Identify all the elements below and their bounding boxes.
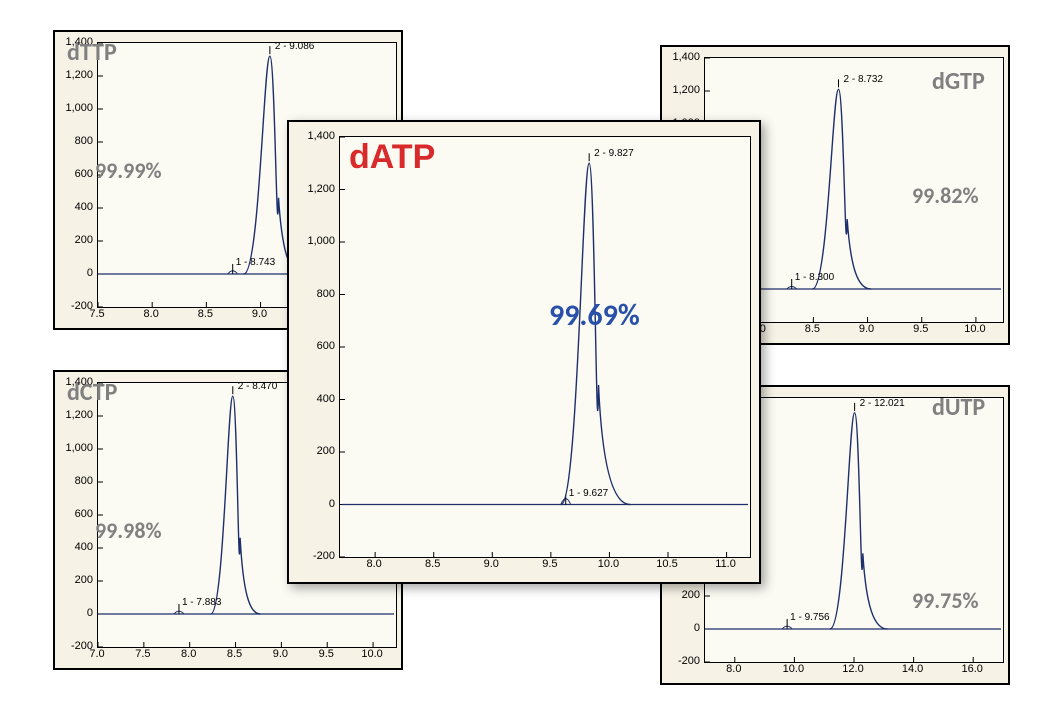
compound-name: dTTP — [67, 38, 117, 67]
panel-datp: -200 0 200 400 600 800 1,000 1,200 1,400 8.0 8.5 9.… — [287, 120, 761, 584]
peak-label: 1 - 8.300 — [795, 272, 834, 283]
peak-label: 2 - 8.732 — [844, 74, 883, 85]
peak-trace — [830, 413, 887, 629]
x-tick-label: 8.5 — [805, 321, 820, 335]
plot-area: -20002004006008001,0001,2001,4008.08.59.… — [339, 136, 749, 556]
y-tick-label: 800 — [75, 475, 97, 487]
y-tick-label: 0 — [87, 607, 97, 619]
peak-trace — [812, 89, 871, 289]
peak-label: 2 - 9.086 — [275, 41, 314, 52]
y-tick-label: 1,200 — [65, 409, 97, 421]
y-tick-label: 1,000 — [307, 235, 339, 247]
x-tick-label: 8.0 — [726, 661, 741, 675]
y-tick-label: 400 — [75, 201, 97, 213]
x-tick-label: 16.0 — [961, 661, 982, 675]
y-tick-label: 600 — [75, 508, 97, 520]
x-tick-label: 10.0 — [783, 661, 804, 675]
x-tick-label: 11.0 — [715, 556, 736, 570]
x-tick-label: 14.0 — [902, 661, 923, 675]
purity-percent: 99.69% — [549, 297, 640, 334]
y-tick-label: 1,000 — [65, 102, 97, 114]
purity-percent: 99.75% — [912, 587, 979, 614]
y-tick-label: 600 — [317, 340, 339, 352]
y-tick-label: 600 — [75, 168, 97, 180]
y-tick-label: 800 — [317, 288, 339, 300]
peak-label: 2 - 8.470 — [238, 381, 277, 392]
x-tick-label: 8.0 — [366, 556, 381, 570]
x-tick-label: 7.0 — [89, 646, 104, 660]
y-tick-label: 200 — [75, 234, 97, 246]
x-tick-label: 9.5 — [913, 321, 928, 335]
x-tick-label: 8.5 — [198, 306, 213, 320]
y-tick-label: 200 — [75, 574, 97, 586]
x-tick-label: 8.5 — [227, 646, 242, 660]
y-tick-label: 1,400 — [307, 130, 339, 142]
x-tick-label: 9.0 — [252, 306, 267, 320]
y-tick-label: 800 — [75, 135, 97, 147]
x-tick-label: 10.0 — [598, 556, 619, 570]
peak-trace — [211, 396, 261, 614]
x-tick-label: 9.0 — [484, 556, 499, 570]
peak-label: 1 - 8.743 — [236, 257, 275, 268]
x-tick-label: 8.0 — [144, 306, 159, 320]
x-tick-label: 12.0 — [842, 661, 863, 675]
y-tick-label: 0 — [87, 267, 97, 279]
peak-label: 1 - 7.883 — [182, 597, 221, 608]
x-tick-label: 9.0 — [273, 646, 288, 660]
x-tick-label: 10.0 — [964, 321, 985, 335]
x-tick-label: 8.0 — [181, 646, 196, 660]
y-tick-label: 1,400 — [672, 51, 704, 63]
chromatogram-svg — [339, 136, 751, 558]
y-tick-label: 400 — [317, 393, 339, 405]
x-tick-label: 8.5 — [425, 556, 440, 570]
purity-percent: 99.98% — [95, 517, 162, 544]
x-tick-label: 7.5 — [89, 306, 104, 320]
compound-name: dUTP — [932, 393, 985, 422]
compound-name: dGTP — [932, 67, 985, 96]
peak-label: 2 - 12.021 — [860, 398, 905, 409]
y-tick-label: 0 — [694, 622, 704, 634]
x-tick-label: 9.0 — [859, 321, 874, 335]
y-tick-label: 1,200 — [307, 183, 339, 195]
compound-name: dATP — [349, 138, 435, 177]
y-tick-label: 1,200 — [672, 84, 704, 96]
peak-label: 1 - 9.627 — [569, 488, 608, 499]
x-tick-label: 9.5 — [542, 556, 557, 570]
x-tick-label: 9.5 — [319, 646, 334, 660]
y-tick-label: -200 — [313, 550, 339, 562]
y-tick-label: 0 — [329, 498, 339, 510]
purity-percent: 99.99% — [95, 157, 162, 184]
x-tick-label: 10.0 — [361, 646, 382, 660]
y-tick-label: 200 — [682, 589, 704, 601]
y-tick-label: -200 — [678, 655, 704, 667]
figure-stage: -200 0 200 400 600 800 1,000 1,200 1,400 7.5 8.0 8.… — [0, 0, 1063, 708]
peak-label: 1 - 9.756 — [790, 612, 829, 623]
y-tick-label: 1,000 — [65, 442, 97, 454]
peak-label: 2 - 9.827 — [594, 148, 633, 159]
purity-percent: 99.82% — [912, 182, 979, 209]
x-tick-label: 10.5 — [656, 556, 677, 570]
y-tick-label: 1,200 — [65, 69, 97, 81]
x-tick-label: 7.5 — [135, 646, 150, 660]
compound-name: dCTP — [67, 378, 117, 407]
y-tick-label: 400 — [75, 541, 97, 553]
y-tick-label: 200 — [317, 445, 339, 457]
